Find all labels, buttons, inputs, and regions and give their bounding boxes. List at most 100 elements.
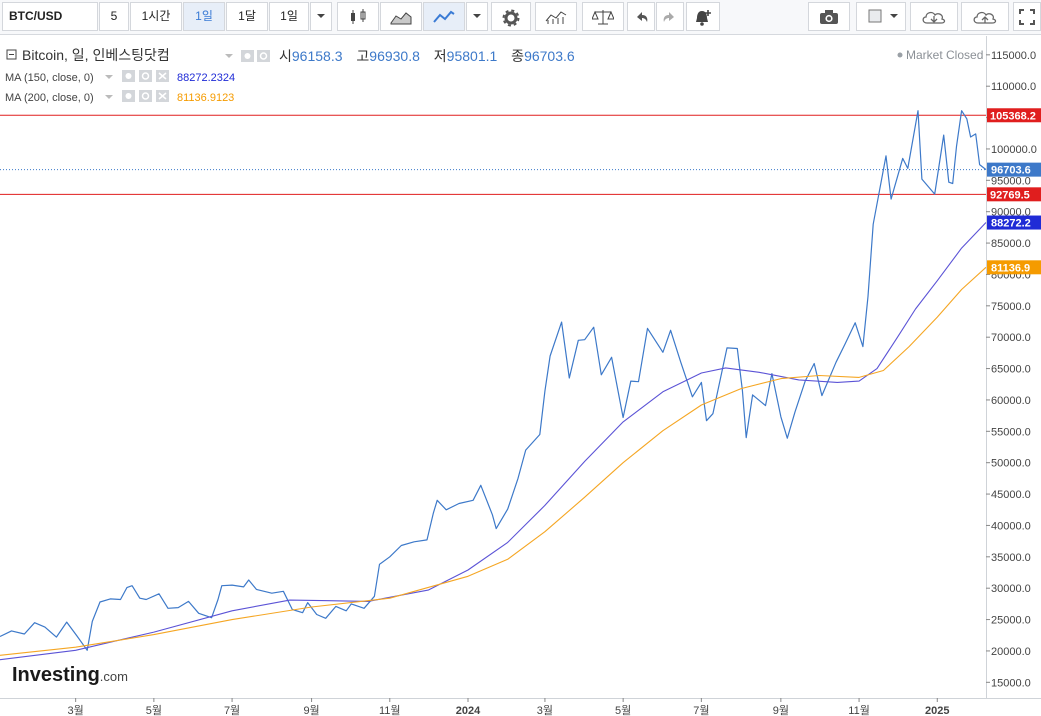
ma200-series-line (0, 266, 987, 656)
ma150-label: MA (150, close, 0) (5, 72, 94, 84)
legend-open-value: 96158.3 (292, 48, 343, 64)
chevron-down-icon[interactable] (105, 95, 113, 99)
eye-icon[interactable] (241, 50, 254, 62)
y-tick-label: 75000.0 (991, 301, 1031, 313)
area-type-button[interactable] (380, 2, 422, 31)
ma200-value: 81136.9123 (177, 92, 234, 104)
legend-close-value: 96703.6 (524, 48, 575, 64)
legend-low-value: 95801.1 (447, 48, 498, 64)
legend-low-label: 저 (434, 48, 447, 64)
legend-high-label: 고 (356, 48, 369, 64)
compare-button[interactable] (582, 2, 624, 31)
x-tick-label: 3월 (68, 704, 84, 716)
hline-price-tag (987, 108, 1041, 123)
interval-dropdown-button[interactable] (310, 2, 332, 31)
price-value-tag (987, 162, 1041, 177)
indicators-button[interactable] (535, 2, 577, 31)
gear-icon[interactable] (139, 70, 152, 82)
alert-button[interactable] (686, 2, 720, 31)
close-icon[interactable] (156, 90, 169, 102)
x-tick-label: 11월 (848, 704, 870, 716)
legend-close-label: 종 (511, 48, 524, 64)
y-tick-label: 110000.0 (991, 81, 1036, 93)
hline-price-tag (987, 187, 1041, 202)
x-tick-label: 7월 (693, 704, 709, 716)
price-value-tag-label: 96703.6 (991, 165, 1031, 177)
eye-icon[interactable] (122, 70, 135, 82)
gear-icon (502, 9, 520, 27)
candles-type-button[interactable] (337, 2, 379, 31)
x-tick-label: 7월 (224, 704, 240, 716)
screenshot-button[interactable] (808, 2, 850, 31)
y-tick-label: 60000.0 (991, 395, 1031, 407)
redo-button[interactable] (656, 2, 684, 31)
load-chart-button[interactable] (910, 2, 958, 31)
investing-logo: Investing.com (12, 664, 128, 686)
y-tick-label: 30000.0 (991, 583, 1031, 595)
cloud-download-icon (922, 11, 946, 24)
price-chart[interactable]: 15000.0 20000.0 25000.0 30000.0 35000.0 40000… (0, 36, 1041, 716)
gear-icon[interactable] (257, 50, 270, 62)
legend-open-label: 시 (279, 48, 292, 64)
scale-icon (592, 10, 614, 25)
chart-type-dropdown-button[interactable] (466, 2, 488, 31)
price-series-line (0, 110, 987, 651)
interval-1m-button[interactable]: 1달 (226, 2, 268, 31)
y-tick-label: 85000.0 (991, 238, 1031, 250)
y-tick-label: 70000.0 (991, 332, 1031, 344)
chevron-down-icon (317, 14, 325, 18)
ma150-series-line (0, 222, 987, 661)
chevron-down-icon (889, 14, 898, 18)
ma200-value-tag-label: 81136.9 (991, 262, 1030, 274)
series-lines (0, 110, 987, 661)
cloud-upload-icon (973, 11, 997, 24)
ma150-value-tag-label: 88272.2 (991, 218, 1031, 230)
interval-5-button[interactable]: 5 (99, 2, 129, 31)
undo-icon (637, 12, 648, 22)
y-tick-label: 15000.0 (991, 677, 1031, 689)
close-icon[interactable] (156, 70, 169, 82)
legend-title: Bitcoin, 일, 인베스팅닷컴 (22, 47, 170, 63)
indicators-icon (545, 11, 567, 24)
chevron-down-icon[interactable] (225, 54, 233, 58)
interval-1d-button[interactable]: 1일 (183, 2, 225, 31)
x-tick-label: 2024 (456, 705, 481, 716)
chart-legend: Bitcoin, 일, 인베스팅닷컴 시96158.3 고96930.8 저95… (5, 47, 983, 104)
ma200-label: MA (200, close, 0) (5, 92, 94, 104)
x-tick-label: 5월 (146, 704, 162, 716)
fullscreen-button[interactable] (1013, 2, 1041, 31)
symbol-input[interactable]: BTC/USD (2, 2, 98, 31)
gear-icon[interactable] (139, 90, 152, 102)
square-icon (868, 9, 882, 23)
y-tick-label: 40000.0 (991, 520, 1031, 532)
fullscreen-icon (1019, 9, 1035, 25)
undo-button[interactable] (627, 2, 655, 31)
y-tick-label: 45000.0 (991, 489, 1031, 501)
y-tick-label: 100000.0 (991, 144, 1037, 156)
svg-text:시96158.3 고96930.8: 시96158.3 고96930.8 저95801.1 종96703.6 (279, 48, 575, 64)
settings-button[interactable] (491, 2, 531, 31)
y-tick-label: 95000.0 (991, 175, 1031, 187)
ma150-value: 88272.2324 (177, 72, 235, 84)
y-tick-label: 55000.0 (991, 426, 1031, 438)
collapse-icon[interactable] (6, 49, 17, 60)
save-chart-button[interactable] (961, 2, 1009, 31)
y-tick-label: 115000.0 (991, 50, 1036, 62)
bell-plus-icon (696, 10, 711, 26)
x-tick-label: 11월 (379, 704, 401, 716)
candlestick-icon (351, 9, 366, 24)
hline-price-tag-label: 92769.5 (990, 189, 1030, 201)
price-axis: 15000.0 20000.0 25000.0 30000.0 35000.0 40000… (986, 50, 1037, 689)
y-tick-label: 25000.0 (991, 615, 1031, 627)
interval-1h-button[interactable]: 1시간 (130, 2, 182, 31)
line-type-button[interactable] (423, 2, 465, 31)
interval-extra-button[interactable]: 1일 (269, 2, 309, 31)
layout-dropdown-button[interactable] (882, 2, 906, 31)
legend-high-value: 96930.8 (369, 48, 420, 64)
camera-icon (820, 10, 838, 24)
y-tick-label: 50000.0 (991, 458, 1031, 470)
eye-icon[interactable] (122, 90, 135, 102)
y-tick-label: 20000.0 (991, 646, 1031, 658)
chart-toolbar: BTC/USD 5 1시간 1일 1달 1일 (0, 0, 1041, 35)
chevron-down-icon[interactable] (105, 75, 113, 79)
